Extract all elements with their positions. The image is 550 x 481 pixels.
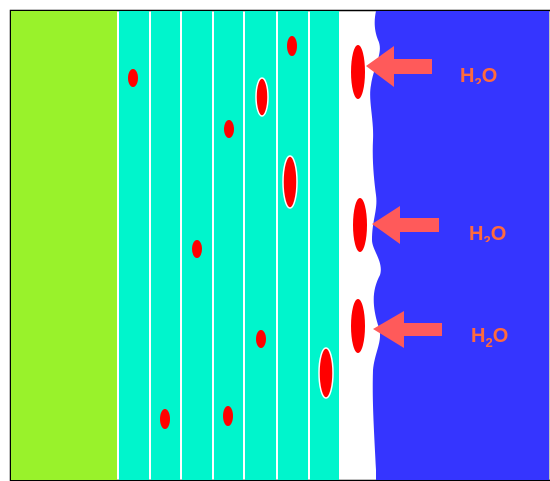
layer-stack [119, 11, 339, 480]
droplet [223, 406, 233, 426]
water-label-3: H2O [471, 325, 508, 350]
droplet [282, 155, 298, 209]
interface-droplet [351, 299, 365, 353]
layer-strip [119, 11, 149, 480]
arrow-group [366, 46, 442, 348]
droplet [128, 69, 138, 87]
label-mask [455, 84, 525, 92]
water-region [370, 11, 549, 480]
droplet [255, 77, 269, 117]
layer-strip [310, 11, 339, 480]
droplet [287, 36, 297, 56]
droplet [318, 347, 334, 399]
label-mask [464, 242, 534, 250]
droplet [192, 240, 202, 258]
water-label-2: H2O [469, 223, 506, 248]
droplet [224, 120, 234, 138]
droplet [256, 330, 266, 348]
substrate-region [11, 11, 117, 480]
droplet-group [128, 36, 334, 429]
droplet [160, 409, 170, 429]
interface-droplet [353, 198, 367, 252]
layer-strip [151, 11, 180, 480]
arrow-icon [373, 311, 442, 348]
water-label-1: H2O [460, 65, 497, 90]
arrow-icon [366, 46, 432, 87]
layer-strip [278, 11, 308, 480]
interface-droplet [351, 45, 365, 99]
interface-droplet-group [351, 45, 367, 353]
layer-strip [214, 11, 243, 480]
arrow-icon [372, 206, 439, 244]
